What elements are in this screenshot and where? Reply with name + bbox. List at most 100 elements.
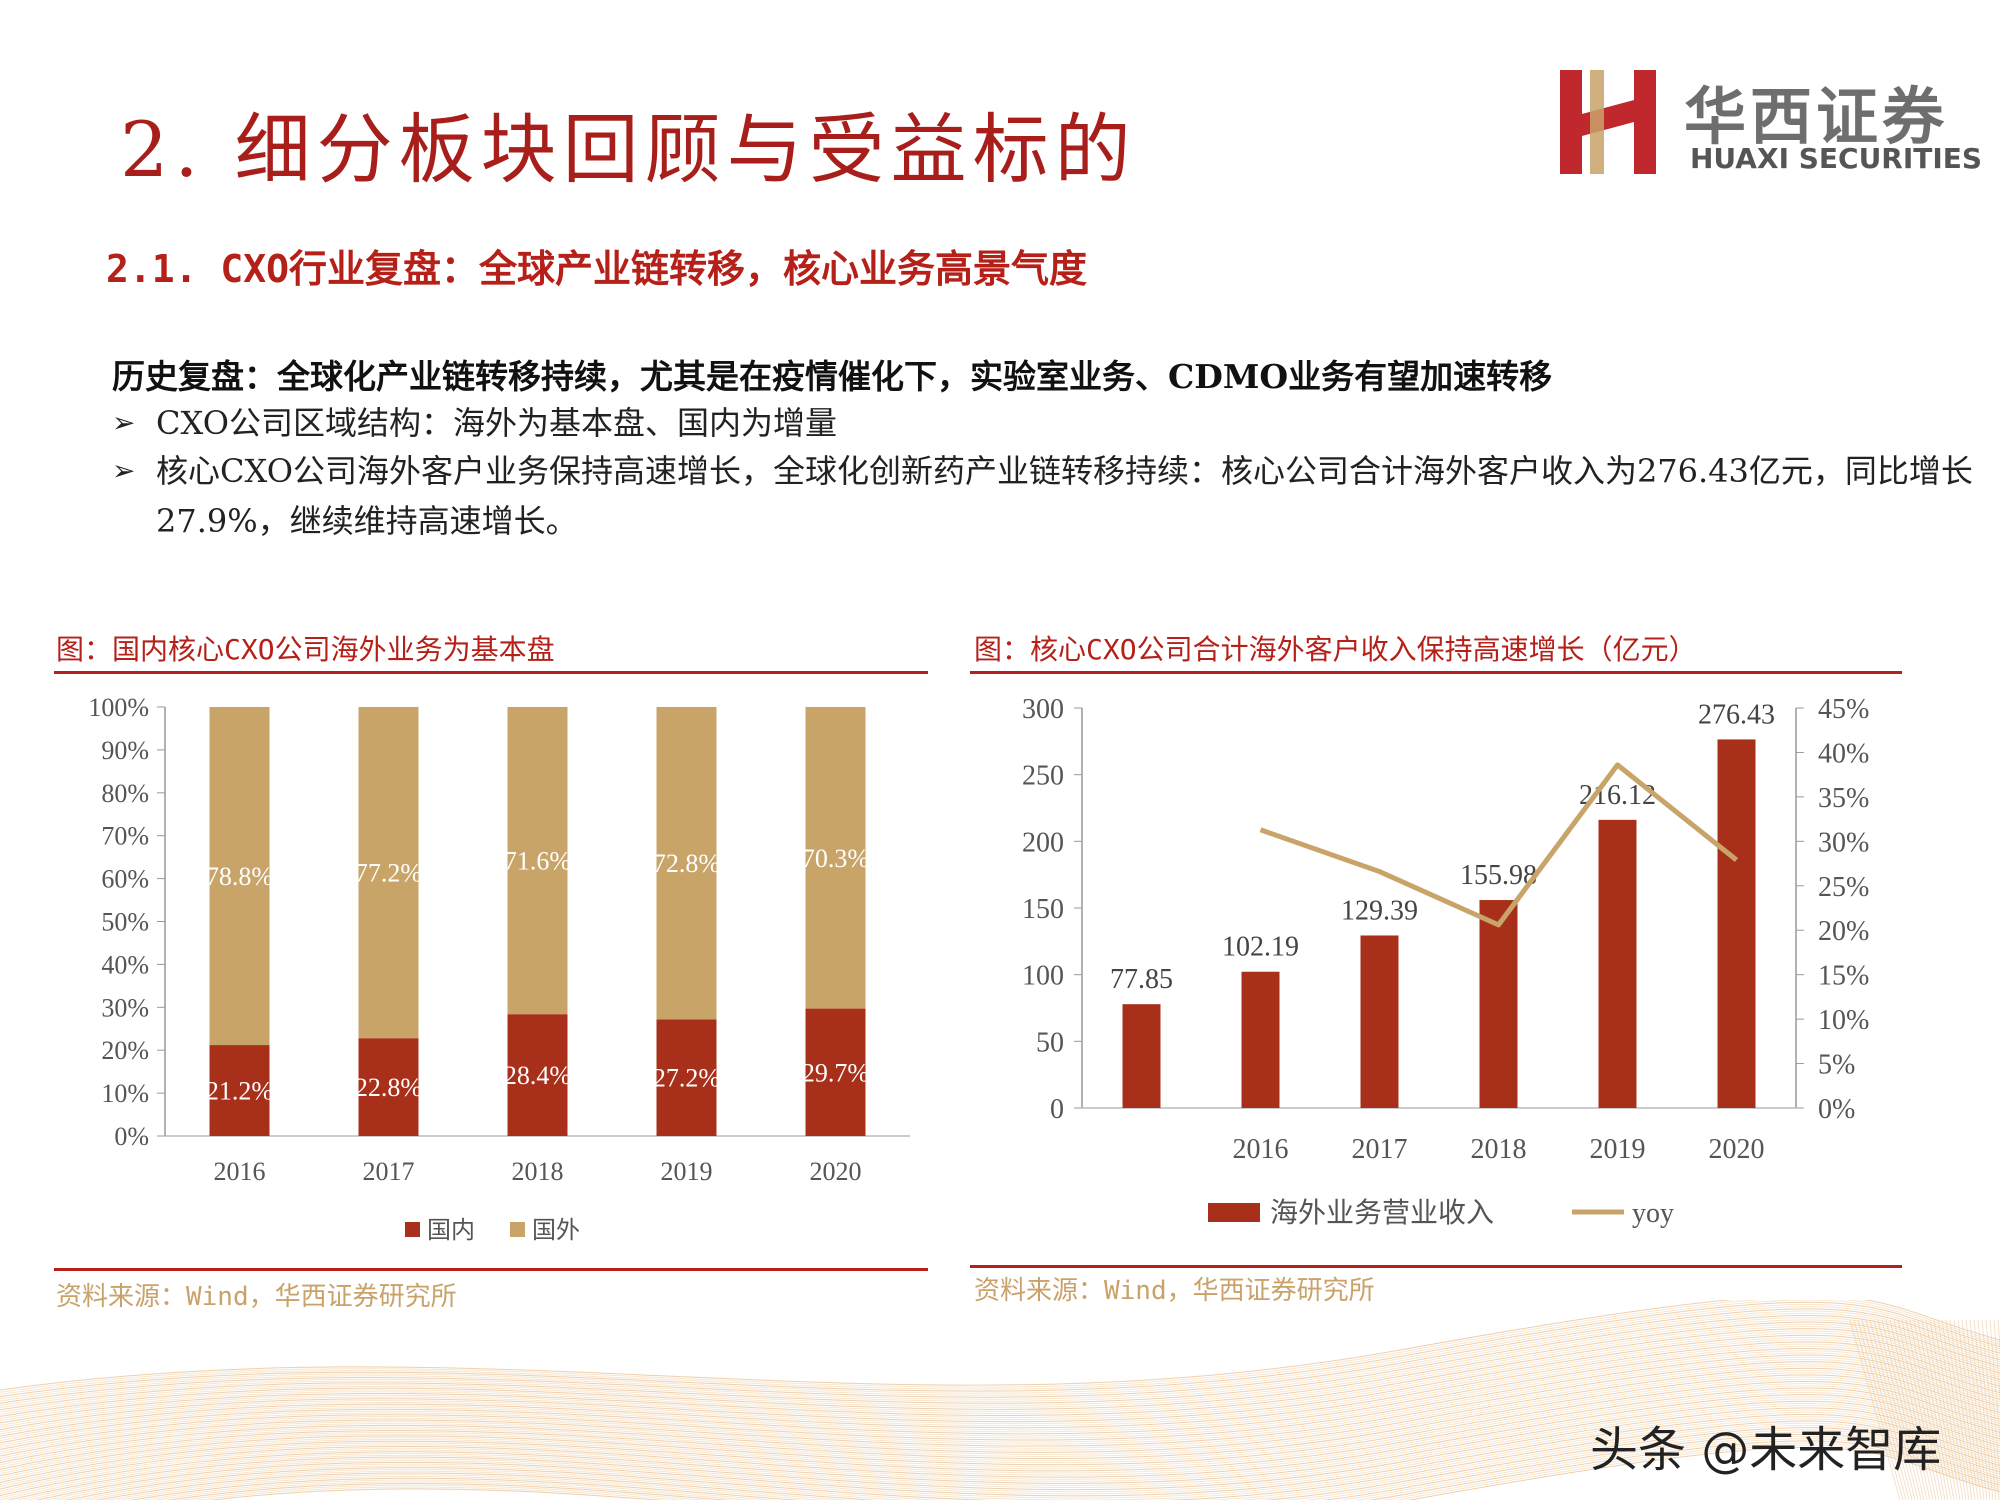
x-tick-label: 2017: [1352, 1134, 1408, 1165]
data-label-domestic: 27.2%: [653, 1064, 720, 1093]
decor-line: [0, 1314, 2000, 1411]
decor-line: [0, 1300, 2000, 1395]
bar-overseas: [656, 707, 717, 1020]
y-tick-label: 100: [1022, 961, 1064, 992]
divider: [54, 1268, 928, 1271]
decor-line: [1905, 1319, 1943, 1500]
decor-line: [1989, 1319, 2000, 1447]
y-tick-label: 50%: [101, 908, 149, 937]
decor-line: [1909, 1319, 1946, 1500]
combo-bar-line-chart: 0 50 100 150 200 250 300 0% 5% 10% 15% 20% 25% 30% 35%…: [1022, 694, 1869, 1229]
watermark-text: 头条 @未来智库: [1590, 1422, 1942, 1478]
decor-line: [0, 1354, 2000, 1450]
decor-line: [0, 1310, 2000, 1406]
decor-line: [0, 1339, 2000, 1435]
bar-domestic: [507, 1014, 568, 1136]
decor-line: [0, 1402, 2000, 1499]
decor-line: [0, 1345, 2000, 1442]
decor-line: [0, 1341, 2000, 1437]
divider: [54, 671, 928, 674]
bar-overseas-revenue: [1360, 935, 1399, 1108]
decor-line: [0, 1363, 2000, 1459]
bar-overseas: [209, 707, 270, 1046]
decor-line: [1901, 1319, 1940, 1500]
data-label-overseas: 78.8%: [206, 862, 273, 891]
data-label-revenue: 102.19: [1222, 932, 1299, 963]
source-note-right: 资料来源：Wind，华西证券研究所: [974, 1276, 1375, 1306]
decor-line: [0, 1398, 2000, 1494]
y2-tick-label: 25%: [1818, 872, 1869, 903]
data-label-overseas: 77.2%: [355, 859, 422, 888]
decor-line: [0, 1330, 2000, 1426]
decor-line: [74, 1422, 2000, 1500]
data-label-domestic: 22.8%: [355, 1073, 422, 1102]
decor-line: [1945, 1319, 1973, 1500]
decor-line: [0, 1301, 2000, 1398]
slide-title: 2. 细分板块回顾与受益标的: [120, 105, 1137, 194]
decor-line: [0, 1387, 2000, 1483]
decor-line: [1981, 1319, 2000, 1500]
chart-caption-right: 图：核心CXO公司合计海外客户收入保持高速增长（亿元）: [974, 633, 1697, 666]
bar-overseas-revenue: [1241, 971, 1280, 1108]
y2-tick-label: 0%: [1818, 1094, 1855, 1125]
decor-line: [1897, 1319, 1937, 1500]
legend-swatch: [1208, 1203, 1260, 1222]
decor-line: [1949, 1319, 1976, 1500]
bar-overseas-revenue: [1598, 819, 1637, 1108]
y-tick-label: 300: [1022, 694, 1064, 725]
decor-line: [118, 1431, 2000, 1500]
decor-line: [1941, 1319, 1970, 1500]
decor-line: [1929, 1319, 1961, 1500]
y2-tick-label: 20%: [1818, 916, 1869, 947]
x-tick-label: 2020: [810, 1157, 862, 1186]
y-tick-label: 10%: [101, 1079, 149, 1108]
decor-line: [107, 1429, 2000, 1500]
decor-line: [1861, 1319, 1910, 1500]
decor-line: [0, 1380, 2000, 1477]
decor-line: [1877, 1319, 1922, 1500]
decor-line: [0, 1396, 2000, 1492]
decor-line: [85, 1424, 2000, 1500]
decor-line: [0, 1312, 2000, 1409]
decor-line: [0, 1323, 2000, 1420]
decor-line: [0, 1378, 2000, 1475]
decor-line: [0, 1365, 2000, 1461]
bar-overseas: [507, 707, 568, 1015]
decor-line: [0, 1394, 2000, 1490]
decor-line: [96, 1427, 2000, 1500]
arrow-bullet-icon: ➢: [112, 406, 136, 439]
decor-line: [153, 1438, 2000, 1500]
section-title: 2.1. CXO行业复盘：全球产业链转移，核心业务高景气度: [106, 247, 1088, 291]
decor-line: [1881, 1319, 1925, 1500]
y-tick-label: 40%: [101, 950, 149, 979]
y2-tick-label: 30%: [1818, 827, 1869, 858]
logo-english-name: HUAXI SECURITIES: [1690, 142, 1983, 175]
legend-swatch: [510, 1222, 525, 1237]
decor-line: [0, 1343, 2000, 1439]
x-tick-label: 2019: [661, 1157, 713, 1186]
y-tick-label: 150: [1022, 894, 1064, 925]
data-label-domestic: 21.2%: [206, 1077, 273, 1106]
decor-line: [209, 1446, 2000, 1500]
decor-line: [1853, 1319, 1904, 1500]
logo-chinese-name: 华西证券: [1684, 80, 1949, 153]
y-tick-label: 30%: [101, 993, 149, 1022]
decor-line: [7, 1407, 2000, 1500]
arrow-bullet-icon: ➢: [112, 454, 136, 487]
y2-tick-label: 45%: [1818, 694, 1869, 725]
data-label-domestic: 29.7%: [802, 1058, 869, 1087]
x-tick-label: 2018: [512, 1157, 564, 1186]
x-tick-label: 2017: [363, 1157, 415, 1186]
chart-caption-left: 图：国内核心CXO公司海外业务为基本盘: [56, 633, 555, 666]
decor-line: [1961, 1319, 1985, 1500]
decor-line: [0, 1325, 2000, 1422]
divider: [970, 1265, 1902, 1268]
decor-line: [0, 1308, 2000, 1404]
decor-line: [1965, 1319, 1988, 1500]
decor-line: [141, 1435, 2000, 1500]
decor-line: [180, 1442, 2000, 1500]
bar-domestic: [209, 1045, 270, 1136]
bar-overseas-revenue: [1122, 1004, 1161, 1108]
stacked-bar-chart: 0% 10% 20% 30% 40% 50% 60% 70% 80% 90% 100% 21.2% 78…: [88, 693, 910, 1244]
source-note-left: 资料来源：Wind，华西证券研究所: [56, 1282, 457, 1312]
